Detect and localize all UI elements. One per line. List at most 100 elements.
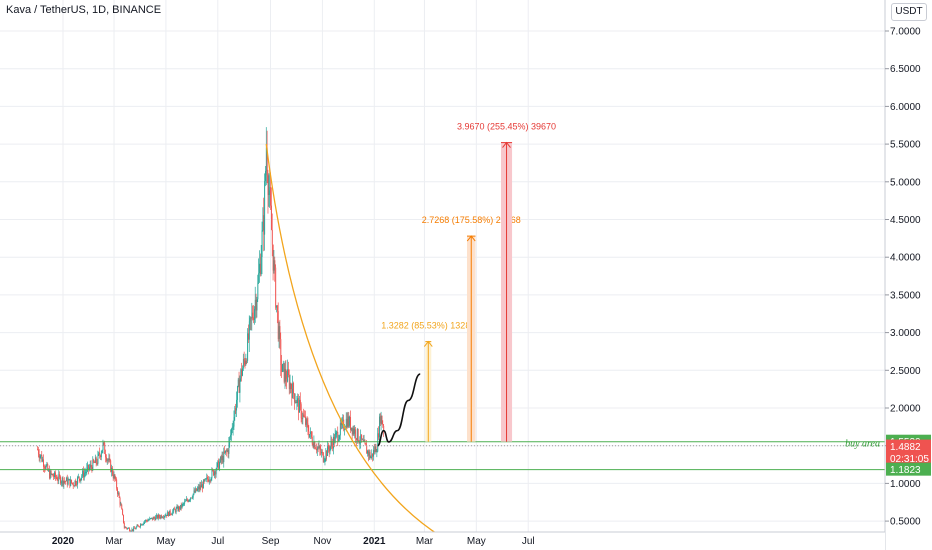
candle-body <box>180 504 182 508</box>
candle-body <box>62 477 64 485</box>
candle-body <box>288 369 289 376</box>
candle-body <box>192 493 194 498</box>
candle-body <box>168 511 170 517</box>
candle-body <box>306 419 308 424</box>
candle-body <box>240 369 242 379</box>
candle-body <box>252 312 254 318</box>
candle-body <box>225 450 226 453</box>
candle-body <box>311 436 313 444</box>
candle-body <box>218 460 220 469</box>
decay-curve <box>265 144 441 537</box>
candle-body <box>345 418 347 428</box>
candle-body <box>103 442 105 444</box>
candle-body <box>135 527 137 529</box>
candle-body <box>142 523 144 525</box>
candle-body <box>145 520 147 522</box>
candle-body <box>198 486 200 490</box>
candle-body <box>171 513 173 515</box>
candle-body <box>154 518 156 521</box>
candle-body <box>150 518 152 520</box>
candle-body <box>96 462 98 464</box>
candle-body <box>254 308 255 321</box>
price-tick-label: 4.0000 <box>890 253 921 264</box>
candle-body <box>43 459 44 467</box>
candle-body <box>299 399 301 405</box>
candle-body <box>249 317 251 322</box>
candle-body <box>112 474 114 478</box>
candle-body <box>246 360 248 362</box>
candle-body <box>362 439 363 441</box>
candle-body <box>230 434 232 438</box>
candle-body <box>66 477 67 482</box>
candle-body <box>43 466 45 468</box>
candle-body <box>137 525 139 527</box>
candle-body <box>94 457 96 463</box>
candle-body <box>295 401 297 404</box>
candle-body <box>310 431 312 437</box>
candle-body <box>76 484 78 486</box>
candle-body <box>248 321 250 340</box>
candle-body <box>367 450 369 454</box>
candle-body <box>308 431 310 437</box>
candle-body <box>54 472 56 478</box>
candle-body <box>170 514 172 515</box>
candle-body <box>214 471 216 475</box>
price-tick-label: 2.5000 <box>890 366 921 377</box>
candle-body <box>166 514 168 516</box>
candle-body <box>377 433 379 452</box>
price-axis[interactable]: 7.0000 6.5000 6.0000 5.5000 5.0000 4.5000 4.00… <box>884 0 932 550</box>
candle-body <box>101 449 103 454</box>
time-tick-label: Mar <box>416 536 434 547</box>
candle-body <box>271 205 272 230</box>
symbol-title: Kava / TetherUS, 1D, BINANCE <box>6 4 162 16</box>
candle-body <box>72 482 73 484</box>
candle-body <box>282 364 283 372</box>
candle-body <box>130 531 132 532</box>
candle-body <box>117 492 119 494</box>
candle-body <box>139 526 141 528</box>
target-label: 2.7268 (175.58%) 27268 <box>422 215 521 225</box>
candle-body <box>382 424 384 426</box>
candle-body <box>279 326 281 340</box>
candle-body <box>102 442 104 450</box>
currency-button[interactable]: USDT <box>891 3 927 21</box>
candle-body <box>127 528 129 529</box>
candle-body <box>253 317 255 321</box>
candle-body <box>383 425 385 431</box>
candle-body <box>297 398 299 400</box>
time-axis[interactable]: 2020 Mar May Jul Sep Nov 2021 Mar May Jul <box>0 531 885 550</box>
candle-body <box>320 449 322 454</box>
candle-body <box>163 516 165 518</box>
candle-body <box>365 443 367 446</box>
candle-body <box>241 369 243 376</box>
candle-body <box>380 415 382 424</box>
candle-body <box>133 527 135 532</box>
price-tick-label: 3.0000 <box>890 328 921 339</box>
candle-body <box>234 408 236 418</box>
candle-body <box>132 529 134 532</box>
chart-drawings: 1.3282 (85.53%) 13282 2.7268 (175.58%) 27… <box>0 122 885 537</box>
candle-body <box>108 458 110 461</box>
target-label: 1.3282 (85.53%) 13282 <box>381 321 475 331</box>
time-axis-bg <box>0 532 885 550</box>
candle-body <box>128 528 130 529</box>
candle-body <box>181 504 183 508</box>
candle-body <box>94 462 96 463</box>
candle-body <box>359 442 361 444</box>
candle-body <box>210 478 212 481</box>
candle-body <box>231 428 233 430</box>
candle-body <box>334 434 336 443</box>
candle-body <box>259 263 261 274</box>
candle-body <box>215 469 217 475</box>
candle-body <box>243 359 245 361</box>
candle-body <box>140 524 142 526</box>
price-tick-label: 2.0000 <box>890 404 921 415</box>
candle-body <box>329 446 331 452</box>
candle-body <box>185 500 187 502</box>
candle-body <box>267 175 269 196</box>
candle-body <box>82 470 84 476</box>
candle-body <box>168 510 170 517</box>
candle-body <box>339 423 341 436</box>
candle-body <box>221 455 223 461</box>
